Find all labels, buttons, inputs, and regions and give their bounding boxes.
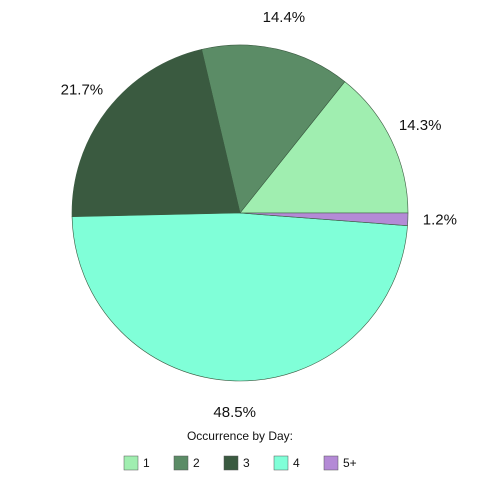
pie-slice: [71, 212, 408, 382]
legend-swatch: [273, 455, 289, 471]
pie-slice: [201, 44, 346, 214]
pie-slice: [71, 49, 241, 217]
data-label: 48.5%: [213, 404, 256, 421]
legend-swatch: [173, 455, 189, 471]
data-label: 14.4%: [263, 9, 306, 26]
pie-slice: [239, 81, 409, 214]
legend-label: 1: [143, 456, 150, 470]
legend-swatch: [223, 455, 239, 471]
legend-swatch: [323, 455, 339, 471]
legend-label: 3: [243, 456, 250, 470]
legend-swatch: [123, 455, 139, 471]
legend-label: 2: [193, 456, 200, 470]
data-label: 21.7%: [61, 81, 104, 98]
legend-label: 5+: [343, 456, 357, 470]
data-label: 1.2%: [423, 211, 457, 228]
pie-slice: [239, 212, 409, 226]
legend-title: Occurrence by Day:: [187, 429, 293, 443]
data-label: 14.3%: [399, 117, 442, 134]
legend-label: 4: [293, 456, 300, 470]
